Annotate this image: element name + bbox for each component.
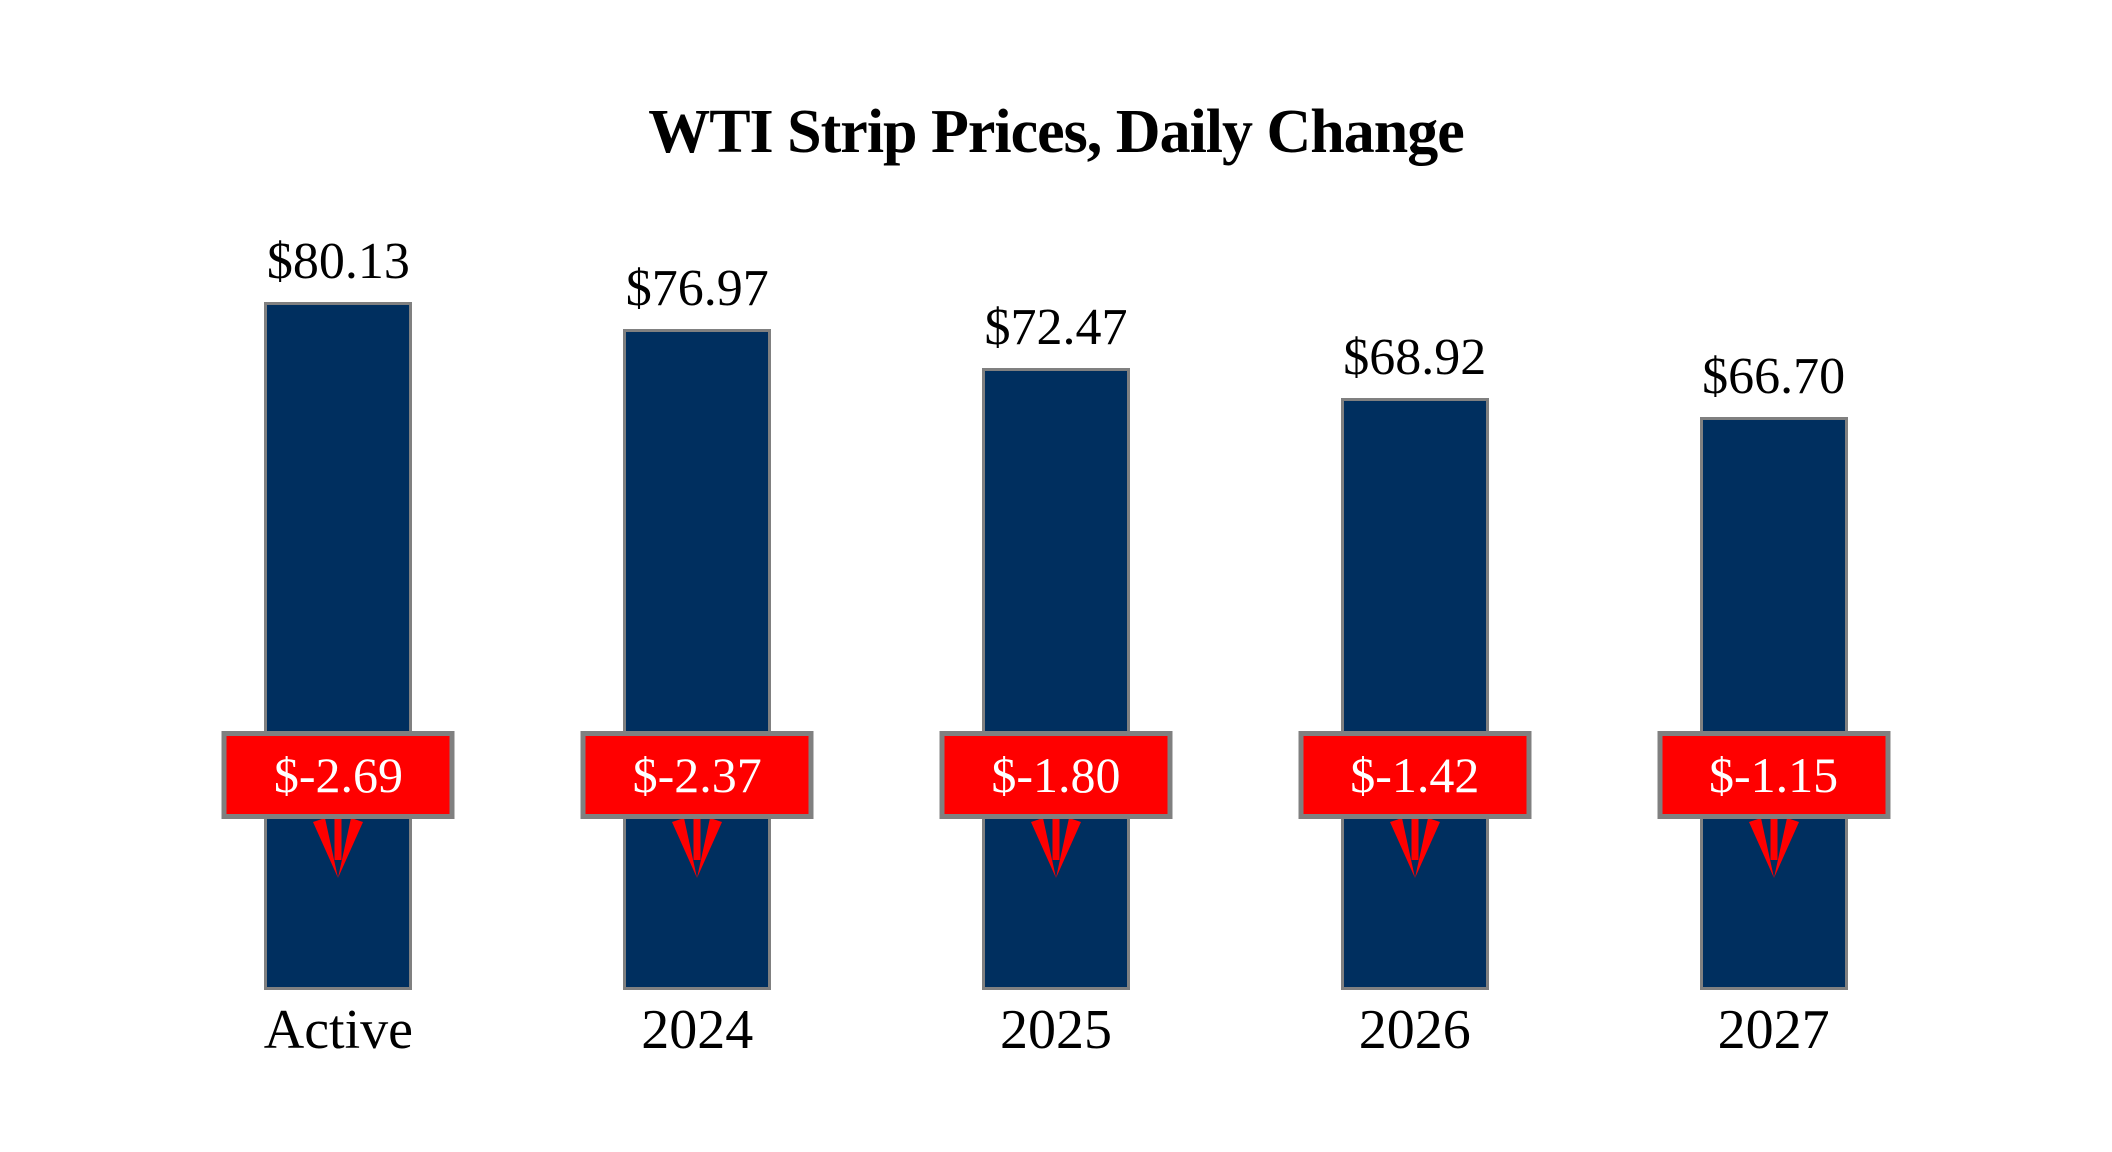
bar-value-label: $66.70: [1702, 348, 1846, 405]
bar: [264, 302, 413, 990]
down-arrow-icon: [1030, 818, 1081, 878]
bar-column: $72.47 $-1.80 2025: [877, 0, 1236, 1061]
bar-value-label: $80.13: [266, 233, 410, 290]
category-label: Active: [263, 999, 414, 1061]
change-badge-label: $-1.80: [991, 747, 1121, 803]
bar-column: $66.70 $-1.15 2027: [1594, 0, 1953, 1061]
category-label: 2024: [641, 999, 754, 1061]
change-badge-label: $-2.37: [632, 747, 762, 803]
bar-value-label: $76.97: [625, 260, 769, 317]
change-badge-label: $-1.42: [1350, 747, 1480, 803]
change-badge: $-2.37: [580, 731, 814, 819]
down-arrow-icon: [672, 818, 723, 878]
chart-title: WTI Strip Prices, Daily Change: [648, 98, 1465, 166]
bar: [623, 329, 772, 990]
category-label: 2027: [1717, 999, 1830, 1061]
category-label: 2025: [999, 999, 1112, 1061]
bar-value-label: $72.47: [984, 299, 1128, 356]
change-badge: $-2.69: [221, 731, 455, 819]
plot-area: $80.13 $-2.69 Active $76.97 $-2.37: [159, 0, 1953, 1061]
down-arrow-icon: [313, 818, 364, 878]
bar-column: $68.92 $-1.42 2026: [1235, 0, 1594, 1061]
bar-value-label: $68.92: [1343, 329, 1487, 386]
down-arrow-icon: [1389, 818, 1440, 878]
change-badge: $-1.42: [1298, 731, 1532, 819]
bar: [981, 368, 1130, 990]
bar-column: $80.13 $-2.69 Active: [159, 0, 518, 1061]
change-badge: $-1.80: [939, 731, 1173, 819]
change-badge-label: $-1.15: [1709, 747, 1839, 803]
change-badge-label: $-2.69: [273, 747, 403, 803]
category-label: 2026: [1358, 999, 1471, 1061]
bar: [1340, 398, 1489, 990]
bar-column: $76.97 $-2.37 2024: [518, 0, 877, 1061]
down-arrow-icon: [1748, 818, 1799, 878]
change-badge: $-1.15: [1657, 731, 1891, 819]
bar: [1699, 417, 1848, 990]
